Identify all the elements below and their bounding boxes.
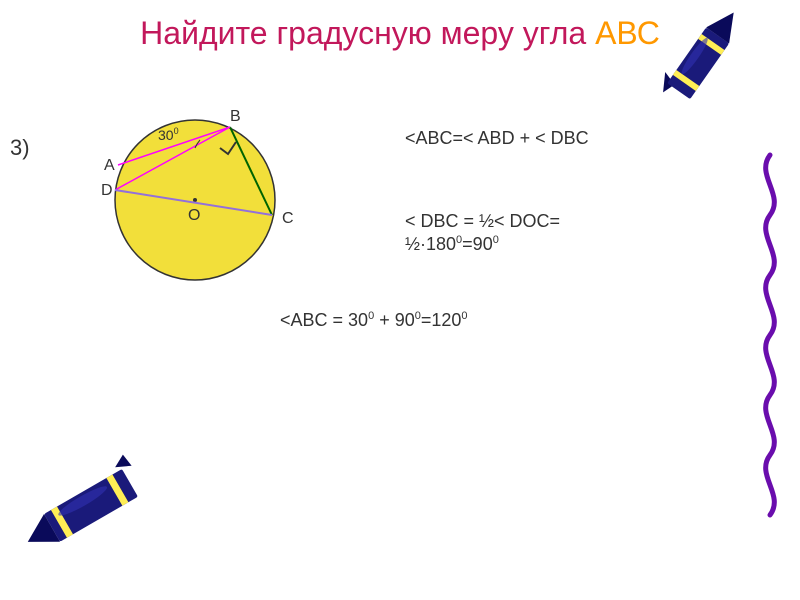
equation-3: <ABC = 300 + 900=1200 <box>280 310 468 331</box>
problem-number: 3) <box>10 135 30 161</box>
equation-2: < DBC = ½< DOC= ½·1800=900 <box>405 210 560 257</box>
crayon-decoration-bl <box>5 445 185 595</box>
geometry-diagram: O A B C D 300 <box>100 100 320 300</box>
center-point <box>193 198 197 202</box>
equation-1: <ABC=< ABD + < DBC <box>405 128 589 149</box>
squiggle-decoration <box>745 150 795 530</box>
title-main: Найдите градусную меру угла <box>140 15 595 51</box>
crayon-decoration-tr <box>655 5 795 155</box>
label-O: O <box>188 207 200 224</box>
title-accent: АВС <box>595 15 660 51</box>
label-A: A <box>104 157 115 174</box>
label-C: C <box>282 210 294 227</box>
label-B: B <box>230 108 241 125</box>
label-D: D <box>101 182 113 199</box>
